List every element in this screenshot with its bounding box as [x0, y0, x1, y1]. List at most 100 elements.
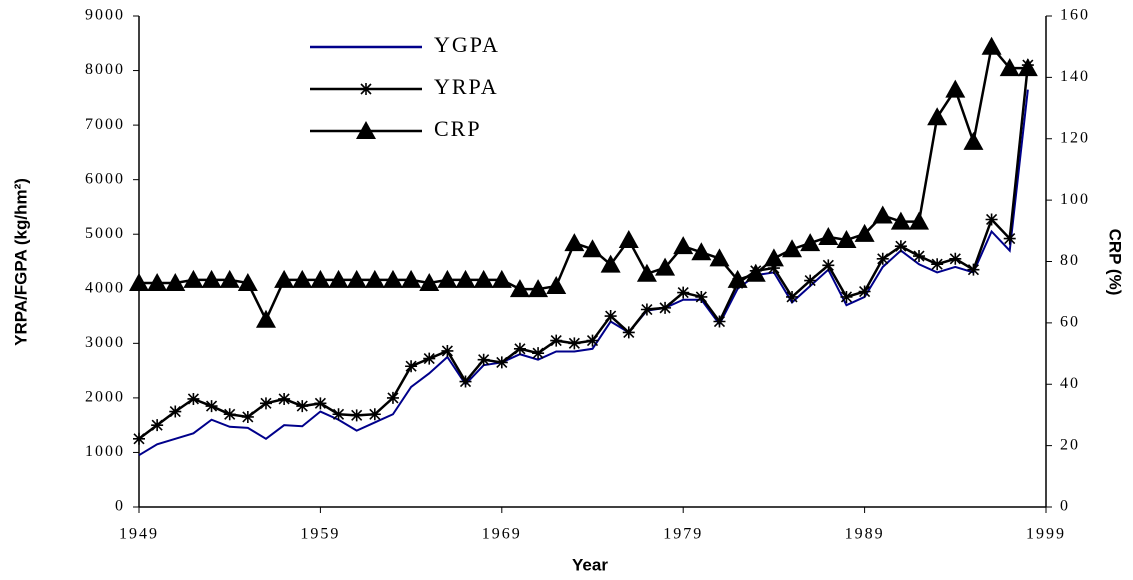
triangle-marker — [636, 263, 657, 282]
y-tick-label: 4000 — [85, 279, 125, 296]
triangle-marker — [546, 276, 567, 295]
star-marker — [550, 334, 563, 347]
star-marker — [296, 400, 309, 413]
triangle-marker — [310, 269, 331, 288]
triangle-marker — [419, 272, 440, 291]
y-tick-label: 3000 — [85, 334, 125, 351]
y-tick-label: 5000 — [85, 225, 125, 242]
star-marker — [532, 347, 545, 360]
star-marker — [133, 432, 145, 445]
triangle-marker — [909, 211, 930, 230]
triangle-marker — [346, 269, 367, 288]
triangle-marker — [491, 269, 512, 288]
star-marker — [985, 213, 998, 226]
legend-marker — [356, 121, 376, 139]
triangle-marker — [618, 230, 639, 249]
triangle-marker — [945, 79, 966, 98]
y-tick-label: 1000 — [85, 443, 125, 460]
x-tick-label: 1999 — [1026, 526, 1066, 543]
star-marker — [495, 356, 508, 369]
triangle-marker — [129, 272, 149, 291]
y-tick-label: 2000 — [85, 389, 125, 406]
star-marker — [405, 360, 418, 373]
triangle-marker — [328, 269, 349, 288]
y-tick-label: 7000 — [85, 116, 125, 133]
star-marker — [840, 290, 853, 303]
star-marker — [913, 250, 926, 263]
star-marker — [604, 310, 617, 323]
star-marker — [459, 375, 472, 388]
star-marker — [677, 286, 690, 299]
triangle-marker — [691, 242, 712, 261]
triangle-marker — [382, 269, 403, 288]
x-tick-label: 1979 — [663, 526, 703, 543]
triangle-marker — [582, 239, 603, 258]
y2-tick-label: 100 — [1060, 191, 1090, 208]
triangle-marker — [854, 223, 875, 242]
triangle-marker — [274, 269, 295, 288]
legend-label: YRPA — [434, 74, 499, 99]
star-marker — [659, 301, 672, 314]
triangle-marker — [437, 269, 458, 288]
star-marker — [858, 285, 871, 298]
star-marker — [223, 408, 236, 421]
legend-label: CRP — [434, 116, 482, 141]
star-marker — [314, 397, 327, 410]
star-marker — [205, 400, 218, 413]
legend-label: YGPA — [434, 32, 500, 57]
triangle-marker — [600, 254, 621, 273]
star-marker — [586, 334, 599, 347]
y2-tick-label: 120 — [1060, 129, 1090, 146]
y-tick-label: 9000 — [85, 7, 125, 24]
triangle-marker — [745, 263, 766, 282]
triangle-marker — [147, 272, 168, 291]
triangle-marker — [219, 269, 240, 288]
y2-tick-label: 140 — [1060, 68, 1090, 85]
star-marker — [786, 290, 799, 303]
triangle-marker — [564, 233, 585, 252]
triangle-marker — [800, 233, 821, 252]
triangle-marker — [528, 279, 549, 298]
triangle-marker — [890, 211, 911, 230]
triangle-marker — [999, 58, 1020, 77]
y2-tick-label: 20 — [1060, 436, 1080, 453]
star-marker — [350, 409, 363, 422]
star-marker — [713, 315, 726, 328]
star-marker — [695, 290, 708, 303]
triangle-marker — [727, 269, 748, 288]
triangle-marker — [165, 272, 186, 291]
series-line — [138, 64, 1030, 440]
star-marker — [822, 259, 835, 272]
star-marker — [477, 353, 490, 366]
y-tick-label: 6000 — [85, 170, 125, 187]
triangle-marker — [455, 269, 476, 288]
triangle-marker — [183, 269, 204, 288]
star-marker — [278, 392, 291, 405]
triangle-marker — [818, 226, 839, 245]
y-tick-label: 8000 — [85, 61, 125, 78]
star-marker — [169, 405, 182, 418]
star-marker — [332, 408, 345, 421]
triangle-marker — [673, 236, 694, 255]
triangle-marker — [981, 36, 1002, 55]
triangle-marker — [473, 269, 494, 288]
triangle-marker — [709, 248, 730, 267]
star-marker — [804, 274, 817, 287]
star-marker — [513, 342, 526, 355]
triangle-marker — [401, 269, 422, 288]
triangle-marker — [927, 107, 948, 126]
triangle-marker — [763, 248, 784, 267]
triangle-marker — [963, 131, 984, 150]
legend-marker — [360, 83, 372, 95]
y2-tick-label: 60 — [1060, 314, 1080, 331]
y2-tick-label: 160 — [1060, 7, 1090, 24]
x-tick-label: 1969 — [482, 526, 522, 543]
y2-tick-label: 80 — [1060, 252, 1080, 269]
star-marker — [931, 258, 944, 271]
triangle-marker — [509, 279, 530, 298]
star-marker — [259, 397, 272, 410]
series-line — [138, 89, 1029, 457]
triangle-marker — [655, 257, 676, 276]
star-marker — [894, 240, 907, 253]
